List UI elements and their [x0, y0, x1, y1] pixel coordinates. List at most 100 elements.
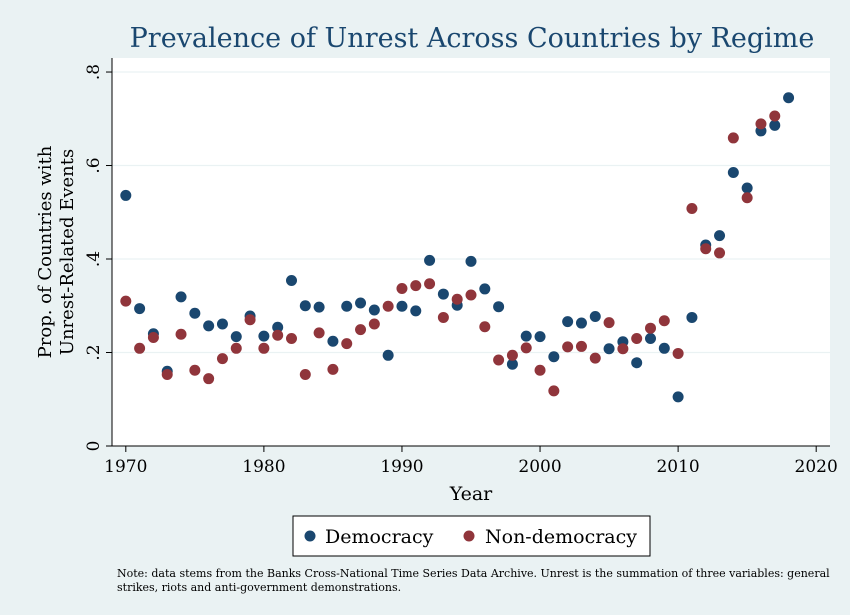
- point-democracy-1984: [313, 301, 325, 313]
- point-democracy-2005: [603, 343, 615, 355]
- point-democracy-2010: [672, 391, 684, 403]
- legend-marker-democracy: [304, 530, 316, 542]
- legend-marker-non-democracy: [463, 530, 475, 542]
- point-non-democracy-2000: [534, 364, 546, 376]
- point-democracy-1989: [382, 349, 394, 361]
- y-tick-label-4: .8: [84, 64, 104, 80]
- point-non-democracy-1974: [175, 328, 187, 340]
- y-axis-label-line-1: Prop. of Countries with: [35, 145, 56, 358]
- y-tick-label-2: .4: [84, 251, 104, 267]
- point-non-democracy-2013: [714, 247, 726, 259]
- point-non-democracy-2014: [727, 132, 739, 144]
- legend-label-democracy: Democracy: [325, 526, 434, 548]
- point-non-democracy-1975: [189, 364, 201, 376]
- point-democracy-1980: [258, 330, 270, 342]
- point-non-democracy-1997: [493, 354, 505, 366]
- point-democracy-2011: [686, 311, 698, 323]
- point-democracy-2014: [727, 167, 739, 179]
- point-democracy-1977: [216, 318, 228, 330]
- point-non-democracy-1995: [465, 289, 477, 301]
- point-democracy-1999: [520, 330, 532, 342]
- point-non-democracy-1985: [327, 363, 339, 375]
- point-democracy-2013: [714, 230, 726, 242]
- point-non-democracy-1971: [134, 342, 146, 354]
- point-democracy-1998: [506, 358, 518, 370]
- point-democracy-1996: [479, 283, 491, 295]
- point-democracy-1993: [437, 288, 449, 300]
- footnote: Note: data stems from the Banks Cross-Na…: [117, 567, 830, 594]
- point-non-democracy-2008: [645, 322, 656, 334]
- x-axis: 1970 1980 1990 2000 2010 2020: [104, 445, 838, 477]
- point-non-democracy-1984: [313, 327, 325, 339]
- point-non-democracy-2002: [562, 341, 574, 353]
- point-democracy-2001: [548, 351, 560, 363]
- point-non-democracy-2017: [769, 110, 781, 122]
- point-non-democracy-2012: [700, 243, 712, 255]
- point-non-democracy-2007: [631, 332, 643, 344]
- point-non-democracy-2010: [672, 347, 684, 359]
- y-axis-label: Prop. of Countries with Unrest-Related E…: [35, 145, 78, 358]
- point-non-democracy-1980: [258, 342, 270, 354]
- point-non-democracy-1999: [520, 342, 532, 354]
- y-tick-label-3: .6: [84, 157, 104, 173]
- point-democracy-1995: [465, 255, 477, 267]
- point-non-democracy-2009: [658, 315, 670, 327]
- point-democracy-1976: [203, 320, 215, 332]
- point-non-democracy-1998: [506, 349, 518, 361]
- point-non-democracy-1970: [120, 295, 132, 307]
- point-non-democracy-1996: [479, 321, 491, 333]
- point-democracy-2017: [769, 119, 781, 131]
- point-democracy-2004: [589, 311, 601, 323]
- point-democracy-1983: [299, 300, 311, 312]
- legend-label-non-democracy: Non-democracy: [485, 526, 637, 548]
- point-non-democracy-1982: [286, 332, 297, 344]
- point-democracy-1971: [134, 303, 146, 315]
- point-non-democracy-1990: [396, 282, 408, 294]
- point-democracy-1985: [327, 335, 339, 347]
- point-democracy-1981: [272, 321, 284, 333]
- x-tick-label-3: 2000: [518, 457, 561, 477]
- point-non-democracy-2011: [686, 203, 698, 215]
- point-non-democracy-1992: [424, 278, 436, 290]
- point-non-democracy-1983: [299, 368, 311, 380]
- point-non-democracy-2003: [575, 340, 587, 352]
- point-non-democracy-1973: [161, 368, 173, 380]
- point-democracy-1978: [230, 331, 242, 343]
- point-democracy-2000: [534, 331, 546, 343]
- point-non-democracy-2006: [617, 343, 629, 355]
- point-democracy-1987: [355, 297, 367, 309]
- plot-background: [112, 58, 830, 446]
- point-non-democracy-2005: [603, 317, 615, 329]
- point-non-democracy-1977: [216, 353, 228, 365]
- y-tick-label-1: .2: [84, 344, 104, 360]
- point-democracy-2003: [575, 317, 587, 329]
- chart-title: Prevalence of Unrest Across Countries by…: [130, 23, 815, 54]
- x-tick-label-0: 1970: [104, 457, 147, 477]
- y-axis: 0 .2 .4 .6 .8: [84, 58, 113, 452]
- y-tick-label-0: 0: [84, 441, 104, 452]
- point-non-democracy-1988: [368, 318, 380, 330]
- point-non-democracy-1993: [437, 311, 449, 323]
- point-non-democracy-1976: [203, 373, 215, 385]
- point-democracy-1970: [120, 189, 132, 201]
- point-non-democracy-1987: [355, 324, 367, 336]
- point-non-democracy-1972: [147, 332, 159, 344]
- point-democracy-1991: [410, 305, 422, 317]
- point-democracy-1997: [493, 301, 505, 313]
- point-democracy-1974: [175, 291, 187, 303]
- point-non-democracy-1994: [451, 293, 463, 305]
- point-non-democracy-2016: [755, 118, 767, 130]
- x-tick-label-5: 2020: [795, 457, 838, 477]
- point-non-democracy-2001: [548, 385, 560, 397]
- y-axis-label-line-2: Unrest-Related Events: [57, 149, 78, 355]
- point-democracy-1988: [368, 304, 380, 316]
- point-non-democracy-2004: [589, 352, 601, 364]
- point-democracy-2009: [658, 342, 670, 354]
- point-democracy-2002: [562, 316, 574, 328]
- point-democracy-1982: [286, 275, 297, 287]
- point-democracy-1992: [424, 254, 436, 266]
- point-democracy-2007: [631, 357, 643, 369]
- point-non-democracy-1978: [230, 342, 242, 354]
- x-axis-label: Year: [449, 483, 493, 505]
